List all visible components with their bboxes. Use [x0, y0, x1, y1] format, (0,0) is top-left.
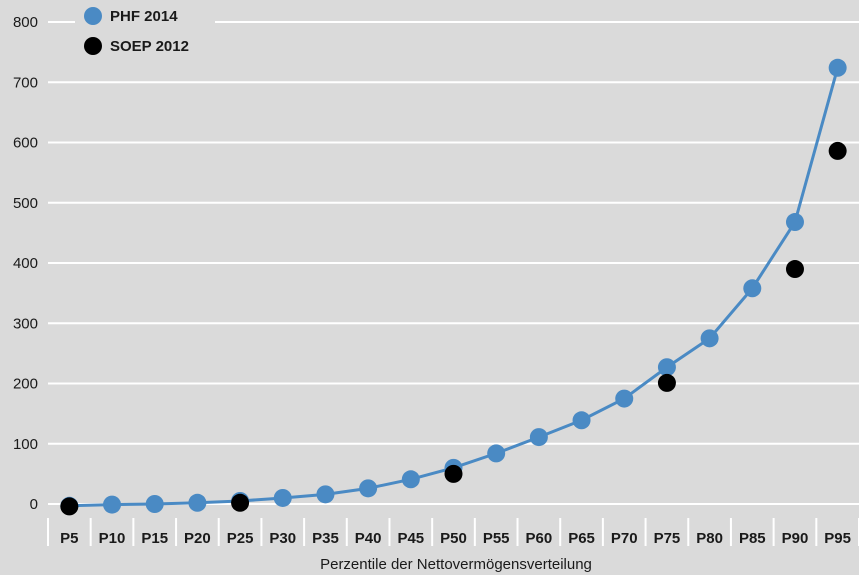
data-point-phf-2014: [487, 444, 506, 463]
y-tick-label: 600: [13, 135, 38, 152]
y-tick-label: 700: [13, 74, 38, 91]
data-point-soep-2012: [785, 260, 804, 279]
data-point-phf-2014: [529, 428, 548, 447]
data-point-phf-2014: [743, 279, 762, 298]
legend-marker-soep: [84, 37, 102, 55]
x-tick-label: P90: [782, 530, 809, 547]
legend-marker-phf: [84, 7, 102, 25]
x-tick-label: P5: [60, 530, 78, 547]
data-point-soep-2012: [60, 497, 79, 516]
data-point-phf-2014: [273, 488, 292, 507]
legend-label-soep: SOEP 2012: [110, 38, 189, 55]
data-point-soep-2012: [828, 141, 847, 160]
y-tick-label: 400: [13, 255, 38, 272]
data-point-soep-2012: [231, 493, 250, 512]
data-point-soep-2012: [444, 464, 463, 483]
data-point-phf-2014: [572, 411, 591, 430]
y-tick-label: 300: [13, 315, 38, 332]
x-tick-label: P65: [568, 530, 595, 547]
y-tick-label: 200: [13, 376, 38, 393]
x-tick-label: P55: [483, 530, 510, 547]
x-tick-label: P20: [184, 530, 211, 547]
x-tick-label: P60: [526, 530, 553, 547]
x-tick-label: P30: [269, 530, 296, 547]
legend-label-phf: PHF 2014: [110, 8, 178, 25]
y-tick-label: 500: [13, 195, 38, 212]
x-tick-label: P25: [227, 530, 254, 547]
data-point-soep-2012: [657, 373, 676, 392]
grid-lines: [48, 21, 859, 505]
y-tick-label: 100: [13, 436, 38, 453]
x-tick-label: P80: [696, 530, 723, 547]
data-point-phf-2014: [316, 485, 335, 504]
x-tick-label: P10: [99, 530, 126, 547]
data-point-phf-2014: [103, 495, 122, 514]
series-soep-2012: [60, 141, 847, 516]
x-tick-label: P15: [141, 530, 168, 547]
x-tick-label: P50: [440, 530, 467, 547]
x-tick-label: P75: [654, 530, 681, 547]
x-axis-label: Perzentile der Nettovermögensverteilung: [320, 556, 592, 573]
x-tick-label: P70: [611, 530, 638, 547]
data-point-phf-2014: [359, 479, 378, 498]
data-point-phf-2014: [700, 329, 719, 348]
data-point-phf-2014: [615, 389, 634, 408]
x-axis: P5 P10 P15 P20 P25 P30 P35 P40 P45 P50 P55 P60 P65 P7…: [47, 518, 859, 547]
y-tick-label: 0: [30, 496, 38, 513]
y-axis: 0 100 200 300 400 500 600 700 800: [13, 14, 38, 513]
data-point-phf-2014: [145, 495, 164, 513]
data-point-phf-2014: [828, 58, 847, 77]
x-tick-label: P85: [739, 530, 766, 547]
data-point-phf-2014: [401, 470, 420, 489]
x-tick-label: P35: [312, 530, 339, 547]
x-tick-label: P95: [824, 530, 851, 547]
data-point-phf-2014: [188, 493, 207, 512]
data-point-phf-2014: [785, 213, 804, 232]
y-tick-label: 800: [13, 14, 38, 31]
data-point-phf-2014: [657, 358, 676, 377]
legend: PHF 2014 SOEP 2012: [75, 0, 215, 66]
x-tick-label: P40: [355, 530, 382, 547]
x-tick-label: P45: [397, 530, 424, 547]
